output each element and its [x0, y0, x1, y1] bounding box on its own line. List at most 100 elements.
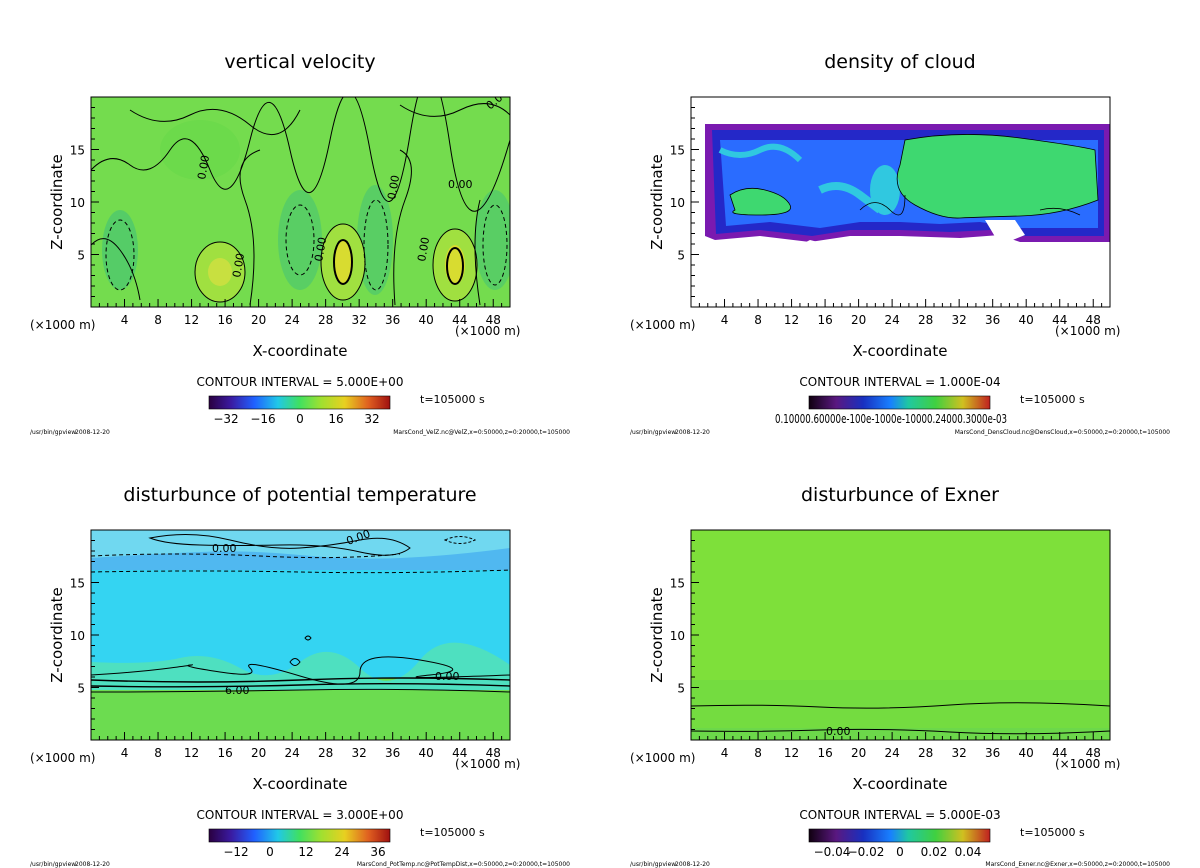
x-tick-label: 36	[385, 746, 400, 760]
x-tick-label: 12	[184, 313, 199, 327]
x-unit-right: (×1000 m)	[1055, 324, 1120, 338]
y-tick-label: 15	[70, 577, 85, 591]
x-tick-label: 48	[1086, 313, 1101, 327]
contour-label: 0.00	[230, 252, 247, 278]
y-tick-label: 10	[670, 196, 685, 210]
x-tick-label: 36	[985, 313, 1000, 327]
chart-title: disturbunce of Exner	[801, 484, 999, 506]
x-unit-left: (×1000 m)	[30, 318, 95, 332]
colorbar	[808, 828, 991, 843]
x-axis-label: X-coordinate	[253, 342, 348, 360]
panel-density-of-cloud: density of cloud 4 8 12 16 20 24 28 32 36 40 44 48 …	[630, 51, 1170, 436]
colorbar-tick: 36	[370, 845, 385, 859]
x-axis: 4 8 12 16 20 24 28 32 36 40 44 48	[98, 299, 503, 327]
colorbar	[208, 828, 391, 843]
contour-interval: CONTOUR INTERVAL = 3.000E+00	[197, 808, 404, 822]
y-axis: 5 10 15	[670, 540, 699, 730]
x-unit-right: (×1000 m)	[455, 757, 520, 771]
y-tick-label: 5	[677, 682, 685, 696]
x-tick-label: 44	[452, 313, 467, 327]
y-axis-label: Z-coordinate	[648, 154, 666, 249]
x-tick-label: 36	[985, 746, 1000, 760]
x-tick-label: 40	[419, 746, 434, 760]
x-tick-label: 16	[817, 313, 832, 327]
contour-interval: CONTOUR INTERVAL = 5.000E-03	[799, 808, 1000, 822]
colorbar-tick: 16	[328, 412, 343, 426]
x-tick-label: 20	[851, 313, 866, 327]
x-tick-label: 20	[251, 746, 266, 760]
colorbar	[808, 395, 991, 410]
x-tick-label: 24	[884, 746, 899, 760]
contour-label: 0.00	[312, 236, 329, 262]
x-tick-label: 12	[784, 746, 799, 760]
contour-interval: CONTOUR INTERVAL = 5.000E+00	[197, 375, 404, 389]
time-label: t=105000 s	[1020, 393, 1085, 406]
plot-date: 2008-12-20	[675, 861, 710, 868]
program-path: /usr/bin/gpview	[30, 429, 76, 436]
x-tick-label: 28	[318, 746, 333, 760]
x-unit-right: (×1000 m)	[455, 324, 520, 338]
colorbar-tick: 0.04	[955, 845, 982, 859]
time-label: t=105000 s	[420, 826, 485, 839]
program-path: /usr/bin/gpview	[630, 861, 676, 868]
x-tick-label: 44	[1052, 313, 1067, 327]
x-tick-label: 20	[851, 746, 866, 760]
x-tick-label: 36	[385, 313, 400, 327]
x-axis-label: X-coordinate	[853, 342, 948, 360]
source-label: MarsCond_VelZ.nc@VelZ,x=0:50000,z=0:2000…	[393, 429, 570, 436]
contour-label: 0.00	[195, 154, 212, 180]
panel-vertical-velocity: vertical velocity	[30, 51, 570, 436]
x-tick-label: 40	[419, 313, 434, 327]
chart-title: vertical velocity	[224, 51, 375, 73]
x-axis: 4 8 12 16 20 24 28 32 36 40 44 48	[98, 732, 503, 760]
y-tick-label: 5	[77, 249, 85, 263]
colorbar-tick: 0.02	[921, 845, 948, 859]
colorbar-tick: −0.02	[848, 845, 885, 859]
source-label: MarsCond_Exner.nc@Exner,x=0:50000,z=0:20…	[985, 861, 1170, 868]
contour-label: 0.00	[415, 236, 432, 262]
x-tick-label: 28	[918, 313, 933, 327]
y-tick-label: 10	[70, 196, 85, 210]
x-tick-label: 48	[486, 746, 501, 760]
x-tick-label: 4	[121, 746, 129, 760]
colorbar-tick: −0.04	[814, 845, 851, 859]
y-tick-label: 10	[670, 629, 685, 643]
x-tick-label: 28	[318, 313, 333, 327]
y-axis-label: Z-coordinate	[648, 587, 666, 682]
program-path: /usr/bin/gpview	[630, 429, 676, 436]
y-tick-label: 5	[677, 249, 685, 263]
source-label: MarsCond_PotTemp.nc@PotTempDist,x=0:5000…	[357, 861, 570, 868]
x-tick-label: 48	[1086, 746, 1101, 760]
x-unit-right: (×1000 m)	[1055, 757, 1120, 771]
panel-potential-temperature: disturbunce of potential temperature	[30, 484, 570, 868]
x-tick-label: 48	[486, 313, 501, 327]
y-tick-label: 15	[70, 144, 85, 158]
x-tick-label: 8	[754, 313, 762, 327]
plot-area: 0.00 0.00 0.00 6.00	[91, 530, 510, 740]
contour-label: 6.00	[225, 684, 250, 697]
x-tick-label: 12	[784, 313, 799, 327]
y-tick-label: 10	[70, 629, 85, 643]
x-axis-label: X-coordinate	[853, 775, 948, 793]
colorbar-tick: 0	[296, 412, 304, 426]
contour-label: 0.00	[448, 178, 473, 191]
colorbar-tick: −32	[213, 412, 238, 426]
x-tick-label: 16	[217, 313, 232, 327]
contour-label: 0.00	[435, 670, 460, 683]
source-label: MarsCond_DensCloud.nc@DensCloud,x=0:5000…	[955, 429, 1170, 436]
x-tick-label: 12	[184, 746, 199, 760]
y-axis: 5 10 15	[70, 540, 99, 730]
plot-date: 2008-12-20	[75, 861, 110, 868]
x-tick-label: 4	[121, 313, 129, 327]
x-unit-left: (×1000 m)	[30, 751, 95, 765]
plot-area: 0.00 0.00 0.00 0.00 0.00 0.00 0.00	[91, 97, 510, 307]
contour-label: 0.00	[826, 725, 851, 738]
colorbar-tick: 32	[364, 412, 379, 426]
time-label: t=105000 s	[420, 393, 485, 406]
program-path: /usr/bin/gpview	[30, 861, 76, 868]
x-tick-label: 40	[1019, 746, 1034, 760]
x-tick-label: 20	[251, 313, 266, 327]
plot-date: 2008-12-20	[75, 429, 110, 436]
chart-title: density of cloud	[824, 51, 976, 73]
